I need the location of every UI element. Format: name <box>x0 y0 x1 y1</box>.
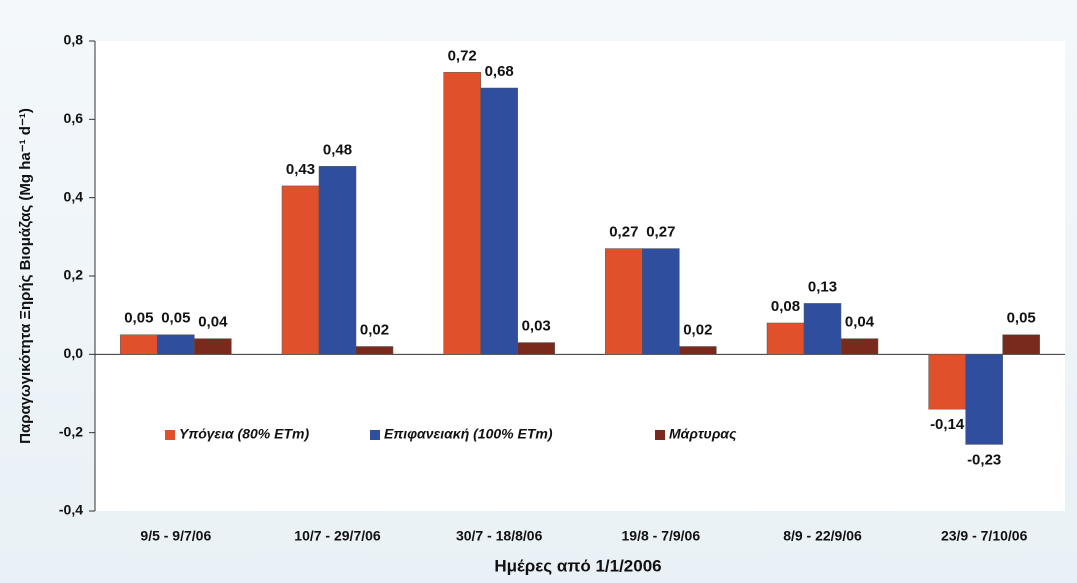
data-label: 0,03 <box>522 318 551 335</box>
data-label: 0,02 <box>360 321 389 338</box>
y-tick-label: 0,6 <box>64 110 84 126</box>
legend-label: Υπόγεια (80% ETm) <box>179 426 309 442</box>
data-label: 0,05 <box>1007 310 1036 327</box>
data-label: 0,04 <box>198 314 228 331</box>
bar <box>605 248 643 355</box>
data-label: 0,68 <box>485 63 514 80</box>
legend-swatch <box>655 430 665 440</box>
bar <box>355 346 394 355</box>
y-tick-label: 0,0 <box>64 345 84 361</box>
bar <box>194 338 232 355</box>
data-label: 0,72 <box>448 47 477 64</box>
data-label: 0,02 <box>683 321 712 338</box>
data-label: 0,05 <box>124 310 153 327</box>
y-tick-label: -0,4 <box>59 502 83 518</box>
x-tick-label: 9/5 - 9/7/06 <box>140 528 211 544</box>
bar <box>517 342 555 355</box>
data-label: 0,48 <box>323 141 352 158</box>
data-label: 0,04 <box>845 314 875 331</box>
bar <box>281 185 320 355</box>
data-label: 0,43 <box>286 161 315 178</box>
data-label: -0,23 <box>967 451 1001 468</box>
legend-label: Επιφανειακή (100% ETm) <box>384 426 553 442</box>
legend-swatch <box>165 430 175 440</box>
bar <box>157 334 195 355</box>
x-axis-label: Ημέρες από 1/1/2006 <box>494 556 661 575</box>
bar <box>120 334 158 355</box>
bar <box>965 354 1003 445</box>
y-tick-label: -0,2 <box>59 423 83 439</box>
data-label: -0,14 <box>930 416 965 433</box>
data-label: 0,27 <box>609 224 638 241</box>
data-label: 0,27 <box>646 224 675 241</box>
bar <box>318 166 357 355</box>
data-label: 0,13 <box>808 278 837 295</box>
y-tick-label: 0,8 <box>64 32 84 48</box>
bar <box>679 346 717 355</box>
x-tick-label: 19/8 - 7/9/06 <box>622 528 701 544</box>
x-tick-label: 30/7 - 18/8/06 <box>456 528 543 544</box>
plot-area <box>95 41 1065 511</box>
bar <box>443 72 481 355</box>
data-label: 0,05 <box>161 310 190 327</box>
bar <box>928 354 966 410</box>
bar <box>480 87 518 355</box>
legend-swatch <box>370 430 380 440</box>
legend-label: Μάρτυρας <box>669 426 737 442</box>
data-label: 0,08 <box>771 298 800 315</box>
x-tick-label: 8/9 - 22/9/06 <box>783 528 862 544</box>
bar <box>803 303 842 355</box>
x-tick-label: 10/7 - 29/7/06 <box>294 528 381 544</box>
y-tick-label: 0,4 <box>64 188 84 204</box>
bar <box>766 322 805 355</box>
bar <box>840 338 879 355</box>
bar <box>642 248 680 355</box>
bar <box>1002 334 1040 355</box>
y-axis-label: Παραγωγικότητα Ξηρής Βιομάζας (Mg ha⁻¹ d… <box>17 108 34 444</box>
y-tick-label: 0,2 <box>64 267 84 283</box>
x-tick-label: 23/9 - 7/10/06 <box>941 528 1028 544</box>
